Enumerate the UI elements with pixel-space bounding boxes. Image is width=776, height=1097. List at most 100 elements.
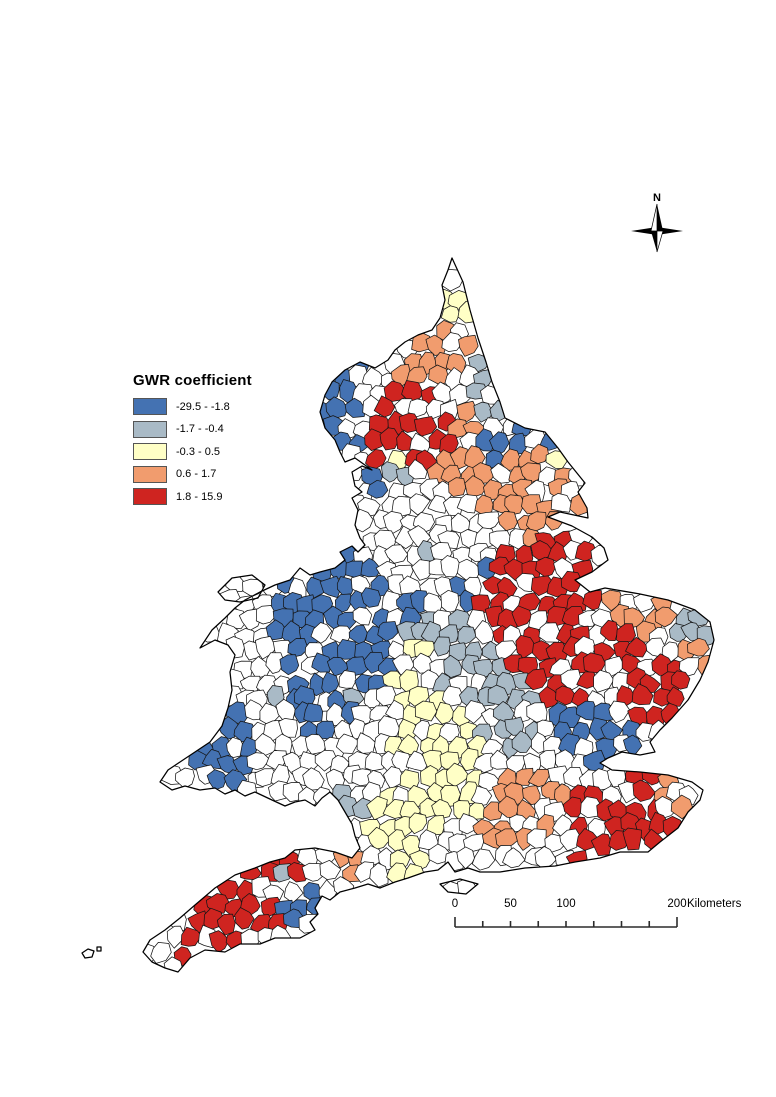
north-arrow: N [631, 192, 683, 253]
district-cell [364, 428, 385, 452]
district-cells [143, 268, 714, 972]
district-cell [526, 828, 547, 851]
district-cell [440, 555, 462, 578]
legend-row: -0.3 - 0.5 [133, 443, 293, 460]
legend-row: 1.8 - 15.9 [133, 488, 293, 505]
district-cell [366, 479, 389, 499]
district-cell [361, 587, 382, 608]
legend-rows: -29.5 - -1.8 -1.7 - -0.4 -0.3 - 0.5 0.6 - 1… [133, 398, 293, 505]
district-cell [671, 670, 691, 690]
district-cell [377, 621, 399, 642]
district-cell [539, 749, 557, 771]
district-cell [502, 847, 526, 869]
district-cell [576, 828, 598, 851]
anglesey-island [217, 574, 266, 603]
district-cell [255, 605, 277, 625]
district-cell [364, 751, 388, 772]
district-cell [409, 850, 432, 871]
district-cell [623, 734, 643, 758]
district-cell [666, 686, 685, 707]
isle-of-wight [439, 878, 479, 895]
district-cell [442, 685, 464, 707]
legend-label: 1.8 - 15.9 [176, 490, 223, 503]
district-cell [238, 608, 262, 632]
district-cell [325, 396, 348, 420]
district-cell [600, 619, 619, 641]
north-arrow-top-right [657, 204, 663, 231]
district-cell [559, 828, 581, 852]
district-cell [431, 381, 454, 406]
district-cell [555, 685, 577, 706]
legend-label: -1.7 - -0.4 [176, 423, 224, 435]
district-cell [625, 636, 649, 658]
district-cell [562, 796, 584, 818]
district-cell [346, 656, 369, 677]
district-cell [590, 544, 613, 567]
district-cell [354, 861, 375, 883]
district-cell [582, 652, 606, 674]
district-cell [431, 798, 453, 820]
district-cell [473, 752, 497, 773]
district-cell [387, 829, 407, 852]
district-cell [335, 733, 360, 754]
legend-swatch-class-2 [133, 443, 167, 460]
district-cell [654, 796, 679, 819]
scale-label-0: 0 [452, 898, 458, 910]
district-cell [216, 879, 241, 900]
district-cell [413, 640, 436, 658]
district-cell [311, 652, 332, 673]
district-cell [470, 785, 493, 807]
district-cell [150, 942, 172, 964]
district-cell [208, 930, 230, 954]
district-cell [352, 606, 373, 626]
district-cell [477, 511, 501, 531]
district-cell [530, 575, 555, 597]
district-cell [287, 638, 309, 657]
district-cell [468, 802, 488, 820]
district-cell [407, 398, 432, 418]
district-cell [303, 702, 324, 723]
district-cell [279, 654, 300, 676]
district-cell [309, 672, 327, 697]
district-cell [457, 626, 477, 646]
district-cell [622, 827, 642, 851]
district-cell [406, 366, 428, 385]
district-cell [511, 605, 533, 628]
district-cell [662, 816, 686, 839]
isles-of-scilly [81, 946, 102, 959]
district-cell [471, 848, 496, 871]
district-cell [246, 752, 270, 771]
district-cell [411, 559, 434, 581]
district-cell [550, 493, 573, 513]
legend-label: -29.5 - -1.8 [176, 400, 230, 413]
district-cell [456, 400, 478, 425]
scale-label-50: 50 [504, 898, 517, 910]
district-cell [278, 718, 298, 738]
district-cell [319, 859, 342, 880]
district-cell [687, 637, 710, 657]
district-cell [382, 511, 405, 535]
district-cell [458, 334, 479, 357]
district-cell [490, 749, 509, 770]
district-cell [384, 544, 409, 564]
district-cell [382, 670, 404, 690]
district-cell [504, 494, 526, 516]
legend-title: GWR coefficient [133, 372, 252, 389]
district-cell [427, 494, 448, 514]
district-cell [408, 812, 428, 835]
district-cell [239, 860, 262, 881]
north-arrow-bottom-left [651, 231, 657, 252]
district-cell [616, 623, 636, 645]
district-cell [654, 606, 678, 628]
district-cell [678, 657, 701, 677]
district-cell [382, 799, 406, 819]
district-cell [497, 511, 518, 532]
district-cell [532, 640, 553, 662]
district-cell [367, 826, 391, 850]
district-cell [425, 398, 445, 420]
district-cell [590, 833, 613, 856]
district-cell [413, 416, 438, 437]
legend-row: -1.7 - -0.4 [133, 420, 293, 438]
district-cell [391, 495, 413, 517]
